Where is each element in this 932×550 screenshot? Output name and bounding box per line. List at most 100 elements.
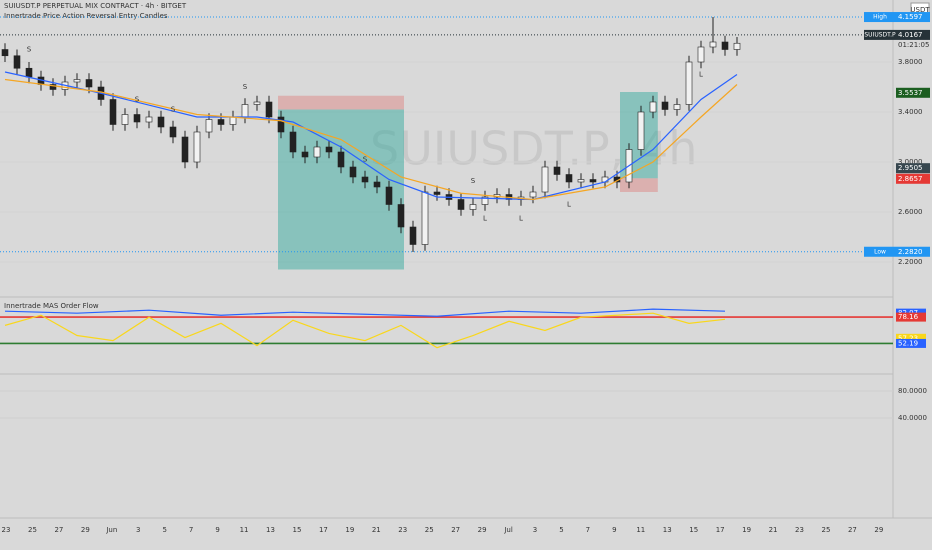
candle-body [541, 166, 549, 193]
candle-body [421, 191, 429, 245]
x-tick-label: 15 [689, 526, 698, 534]
ema-line [4, 78, 738, 201]
stop-zone [278, 95, 404, 110]
candle-body [169, 126, 177, 138]
y-tick-label: 2.2000 [898, 258, 923, 266]
lower-tick-label: 40.0000 [898, 414, 927, 422]
candle-body [469, 204, 477, 210]
marker-name: High [873, 14, 887, 21]
x-tick-label: 3 [136, 526, 140, 534]
candle-body [121, 114, 129, 125]
y-tick-label: 3.0000 [898, 158, 923, 166]
x-tick-label: Jun [105, 526, 117, 534]
marker-box [896, 87, 930, 98]
candle-body [277, 116, 285, 133]
y-tick-label: 3.8000 [898, 58, 923, 66]
x-tick-label: 13 [266, 526, 275, 534]
marker-box [896, 12, 930, 23]
y-tick-label: 3.4000 [898, 108, 923, 116]
signal-label: L [483, 214, 487, 222]
candle-body [145, 116, 153, 123]
candle-body [433, 191, 441, 195]
candle-body [229, 116, 237, 125]
marker-name: Low [874, 248, 886, 255]
y-tick-label: 2.6000 [898, 208, 923, 216]
oscillator-line [4, 312, 726, 349]
candle-body [481, 196, 489, 205]
x-tick-label: 5 [162, 526, 166, 534]
x-tick-label: 25 [821, 526, 830, 534]
marker-label: 2.2820 [898, 248, 923, 256]
x-tick-label: 19 [345, 526, 354, 534]
x-tick-label: 11 [636, 526, 645, 534]
x-tick-label: 15 [292, 526, 301, 534]
candle-body [553, 166, 561, 175]
candle-body [85, 79, 93, 88]
marker-label: 2.9505 [898, 164, 923, 172]
signal-label: S [135, 96, 140, 104]
candle-body [685, 61, 693, 105]
currency-label[interactable]: USDT [910, 6, 930, 14]
candle-body [673, 104, 681, 110]
x-tick-label: 27 [451, 526, 460, 534]
x-tick-label: 27 [848, 526, 857, 534]
candle-body [649, 101, 657, 113]
marker-label: 4.0167 [898, 31, 923, 39]
candle-body [109, 99, 117, 125]
marker-box [896, 29, 930, 40]
marker-name-box [864, 12, 896, 23]
x-tick-label: 11 [240, 526, 249, 534]
target-zone [278, 109, 404, 270]
signal-label: S [471, 177, 476, 185]
x-tick-label: 7 [586, 526, 590, 534]
candle-body [349, 166, 357, 178]
marker-label: 2.8657 [898, 175, 923, 183]
osc-tick-box [896, 312, 926, 322]
x-tick-label: 23 [2, 526, 11, 534]
candle-body [25, 67, 33, 78]
osc-tick-box [896, 333, 926, 343]
signal-label: S [243, 83, 248, 91]
candle-body [409, 226, 417, 245]
candle-body [253, 101, 261, 105]
candle-body [733, 42, 741, 50]
candle-body [661, 101, 669, 110]
candle-body [721, 41, 729, 50]
candle-body [529, 191, 537, 198]
candle-body [337, 151, 345, 168]
chart-subtitle: Innertrade Price Action Reversal Entry C… [4, 12, 168, 20]
x-tick-label: 9 [612, 526, 616, 534]
x-tick-label: 9 [215, 526, 219, 534]
signal-label: S [171, 106, 176, 114]
marker-name-box [864, 246, 896, 257]
x-tick-label: 7 [189, 526, 193, 534]
candle-body [13, 55, 21, 69]
x-tick-label: 17 [319, 526, 328, 534]
candle-body [265, 101, 273, 118]
signal-label: L [567, 201, 571, 209]
x-tick-label: 19 [742, 526, 751, 534]
chart-title: SUIUSDT.P PERPETUAL MIX CONTRACT · 4h · … [4, 2, 187, 10]
signal-label: S [27, 46, 32, 54]
ema-line [4, 71, 738, 201]
candle-body [289, 131, 297, 153]
x-tick-label: 21 [769, 526, 778, 534]
candle-body [181, 136, 189, 163]
candle-body [397, 204, 405, 228]
signal-label: S [363, 156, 368, 164]
stop-zone [620, 178, 658, 192]
x-tick-label: 17 [716, 526, 725, 534]
candle-body [313, 146, 321, 158]
x-tick-label: 13 [663, 526, 672, 534]
candle-body [589, 179, 597, 183]
signal-label: L [699, 71, 703, 79]
candle-body [157, 116, 165, 128]
x-tick-label: 21 [372, 526, 381, 534]
candle-body [205, 119, 213, 133]
x-tick-label: 29 [478, 526, 487, 534]
candle-body [637, 111, 645, 150]
candle-body [49, 84, 57, 90]
osc-tick-box [896, 338, 926, 348]
x-tick-label: 25 [425, 526, 434, 534]
